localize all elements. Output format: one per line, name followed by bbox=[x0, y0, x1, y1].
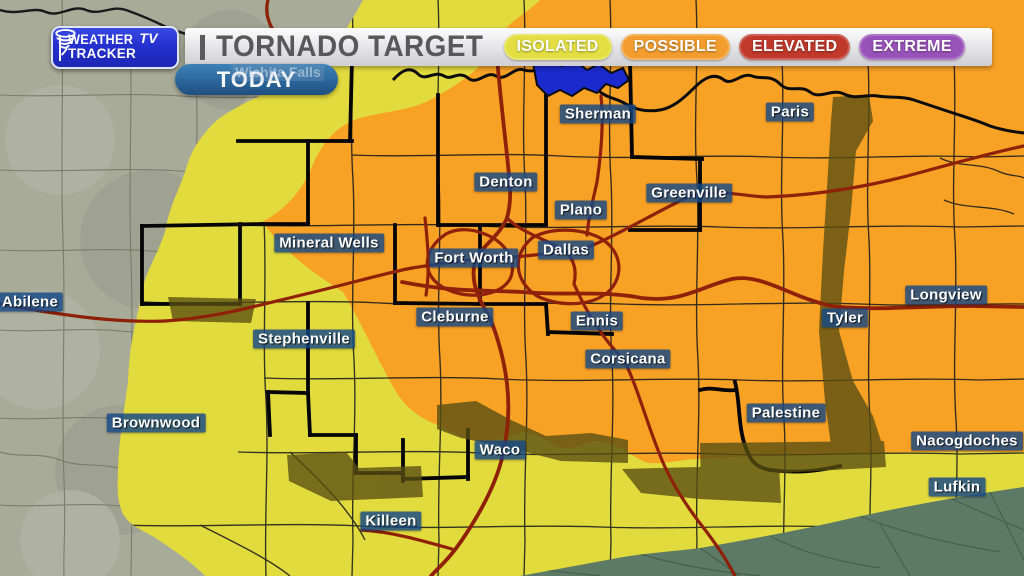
logo-line2: TRACKER bbox=[68, 46, 137, 62]
logo-text: WEATHER TV TRACKER bbox=[68, 29, 158, 63]
timeframe-badge: TODAY bbox=[175, 64, 338, 95]
terrain-dark bbox=[520, 487, 1024, 576]
logo-tv-badge: TV bbox=[139, 29, 158, 46]
ghost-city-label: Wichita Falls bbox=[231, 63, 325, 81]
legend-badge-elevated: ELEVATED bbox=[738, 34, 851, 60]
logo-divider bbox=[59, 34, 61, 61]
risk-legend: ISOLATED POSSIBLE ELEVATED EXTREME bbox=[503, 34, 965, 60]
legend-badge-extreme: EXTREME bbox=[859, 34, 965, 60]
title-bar: TORNADO TARGET ISOLATED POSSIBLE ELEVATED E… bbox=[185, 28, 992, 66]
station-logo: WEATHER TV TRACKER bbox=[51, 26, 179, 69]
red-river bbox=[391, 67, 1024, 135]
legend-badge-possible: POSSIBLE bbox=[620, 34, 730, 60]
terrain-dark-county-lines bbox=[544, 491, 1024, 576]
page-title: TORNADO TARGET bbox=[216, 30, 484, 63]
risk-edge-shadows bbox=[168, 95, 886, 503]
legend-badge-isolated: ISOLATED bbox=[503, 34, 612, 60]
title-separator bbox=[200, 34, 205, 60]
logo-line1: WEATHER bbox=[68, 31, 134, 47]
